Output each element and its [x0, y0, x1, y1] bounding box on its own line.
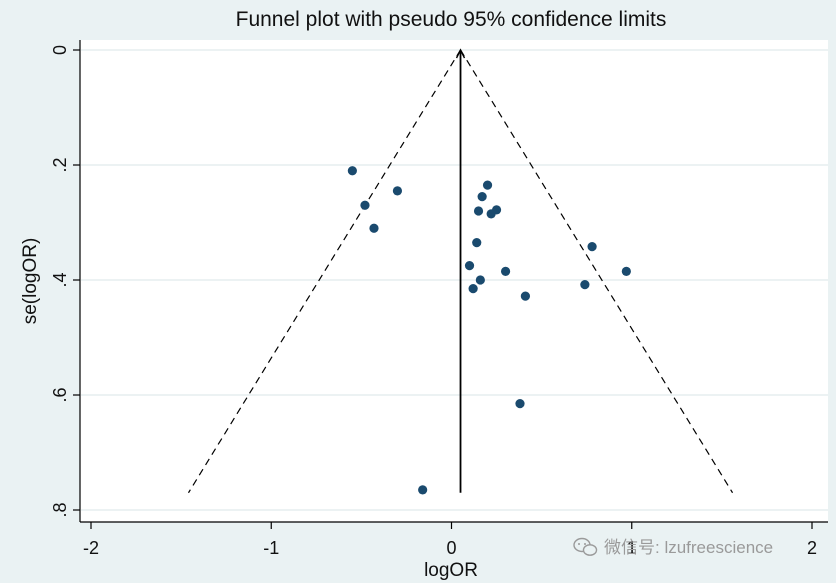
y-tick-label-4: .8: [50, 502, 70, 517]
x-axis-label: logOR: [424, 560, 478, 581]
data-point-16: [520, 291, 531, 301]
data-point-15: [515, 399, 525, 409]
data-point-13: [491, 205, 502, 215]
y-axis-label: se(logOR): [20, 238, 41, 325]
data-point-8: [473, 206, 484, 216]
data-point-0: [347, 166, 357, 176]
data-point-11: [482, 180, 493, 190]
y-tick-label-3: .6: [50, 387, 70, 402]
gridlines: [81, 49, 828, 511]
x-tick-label-3: 1: [627, 538, 637, 558]
data-point-10: [477, 192, 487, 202]
chart-title: Funnel plot with pseudo 95% confidence l…: [236, 8, 667, 31]
plot-region: [80, 40, 828, 522]
data-point-3: [392, 186, 403, 196]
watermark: 微信号: lzufreescience: [573, 537, 773, 557]
data-point-9: [475, 275, 485, 285]
upper-ci-line: [460, 49, 734, 494]
data-point-2: [369, 223, 379, 233]
data-point-7: [472, 238, 482, 248]
x-tick-label-2: 0: [446, 538, 456, 558]
watermark-text: 微信号: lzufreescience: [604, 538, 773, 557]
data-points: [347, 166, 631, 495]
data-point-17: [580, 280, 590, 290]
x-tick-label-4: 2: [807, 538, 817, 558]
x-tick-label-1: -1: [263, 538, 279, 558]
y-tick-label-2: .4: [50, 272, 70, 287]
wechat-icon: [573, 537, 598, 556]
data-point-4: [418, 485, 428, 495]
y-tick-label-0: 0: [50, 45, 70, 55]
confidence-limits: [187, 48, 734, 494]
data-point-19: [621, 266, 631, 276]
data-point-6: [468, 284, 478, 294]
data-point-5: [464, 261, 475, 271]
data-point-1: [360, 200, 370, 210]
x-tick-label-0: -2: [83, 538, 99, 558]
axes: 0 .2 .4 .6 .8 -2 -1 0 1 2: [50, 40, 828, 558]
lower-ci-line: [187, 49, 462, 494]
pooled-line-apex: [455, 48, 466, 59]
y-tick-label-1: .2: [50, 157, 70, 172]
data-point-18: [587, 242, 597, 252]
data-point-14: [500, 266, 511, 276]
